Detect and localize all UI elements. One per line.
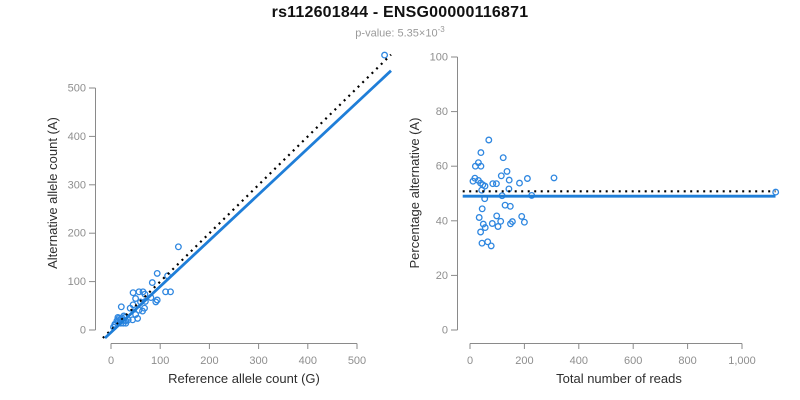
data-point — [484, 238, 492, 246]
y-axis-title: Alternative allele count (A) — [45, 117, 60, 269]
y-tick-label: 0 — [80, 325, 86, 337]
data-point — [148, 279, 156, 287]
data-point — [487, 242, 495, 250]
y-tick-label: 400 — [68, 131, 86, 143]
y-tick-label: 0 — [442, 325, 448, 337]
data-point — [485, 136, 493, 144]
data-point — [479, 220, 487, 228]
data-point — [492, 180, 500, 188]
y-tick-label: 200 — [68, 228, 86, 240]
data-point — [477, 149, 485, 157]
data-point — [117, 303, 125, 311]
y-axis-title: Percentage alternative (A) — [407, 117, 422, 268]
data-point — [503, 167, 511, 175]
pvalue-exponent: -3 — [437, 25, 445, 34]
data-point — [489, 180, 497, 188]
data-point — [518, 212, 526, 220]
x-tick-label: 0 — [467, 355, 473, 367]
data-point — [499, 154, 507, 162]
regression-line — [104, 69, 392, 340]
data-point — [505, 176, 513, 184]
pvalue-text: p-value: 5.35×10 — [355, 27, 438, 40]
x-tick-label: 300 — [249, 355, 267, 367]
y-tick-label: 500 — [68, 83, 86, 95]
x-tick-label: 500 — [348, 355, 366, 367]
x-tick-label: 1,000 — [728, 355, 756, 367]
data-point — [772, 188, 780, 196]
figure-header: rs112601844 - ENSG00000116871 p-value: 5… — [0, 4, 800, 40]
data-point — [381, 51, 389, 59]
data-point — [507, 220, 514, 228]
data-point — [523, 175, 531, 182]
data-point — [141, 304, 148, 312]
data-point — [497, 172, 505, 180]
data-point — [493, 212, 501, 220]
figure-subtitle: p-value: 5.35×10-3 — [0, 25, 800, 40]
x-tick-label: 600 — [624, 355, 642, 367]
x-tick-label: 400 — [299, 355, 317, 367]
data-point — [488, 220, 496, 227]
data-point — [481, 182, 489, 190]
data-point — [167, 288, 174, 296]
x-tick-label: 0 — [108, 355, 114, 367]
y-tick-label: 300 — [68, 179, 86, 191]
y-tick-label: 40 — [436, 215, 448, 227]
percentage-alternative-plot: 0 200 400 600 800 1,000 Total number of reads 0… — [407, 52, 780, 386]
data-point — [153, 269, 161, 277]
data-point — [494, 223, 502, 230]
data-point — [129, 289, 137, 297]
data-point — [516, 179, 523, 187]
data-point — [481, 224, 489, 232]
x-tick-label: 200 — [200, 355, 218, 367]
data-point — [135, 288, 143, 296]
x-tick-label: 100 — [151, 355, 169, 367]
data-point — [471, 162, 479, 170]
data-point — [478, 239, 486, 247]
data-point — [550, 174, 558, 182]
y-tick-label: 100 — [430, 52, 448, 64]
x-axis-title: Total number of reads — [556, 371, 682, 386]
data-point — [520, 218, 528, 226]
y-tick-label: 60 — [436, 161, 448, 173]
x-tick-label: 200 — [515, 355, 533, 367]
data-point — [477, 228, 485, 236]
identity-line — [102, 53, 392, 339]
data-point — [501, 201, 509, 209]
x-axis-title: Reference allele count (G) — [168, 371, 320, 386]
data-point — [174, 243, 182, 251]
y-tick-label: 100 — [68, 276, 86, 288]
data-point — [152, 298, 160, 306]
data-point — [497, 217, 505, 225]
allele-counts-plot: 0 100 200 300 400 500 Reference allele count (… — [45, 51, 392, 386]
data-point — [132, 295, 140, 302]
y-tick-label: 80 — [436, 106, 448, 118]
data-point — [475, 214, 483, 221]
figure-title: rs112601844 - ENSG00000116871 — [271, 4, 529, 21]
data-point — [162, 288, 170, 296]
data-point — [478, 205, 486, 213]
x-tick-label: 400 — [570, 355, 588, 367]
data-point — [469, 177, 477, 185]
y-tick-label: 20 — [436, 270, 448, 282]
x-tick-label: 800 — [678, 355, 696, 367]
data-point — [129, 316, 137, 324]
